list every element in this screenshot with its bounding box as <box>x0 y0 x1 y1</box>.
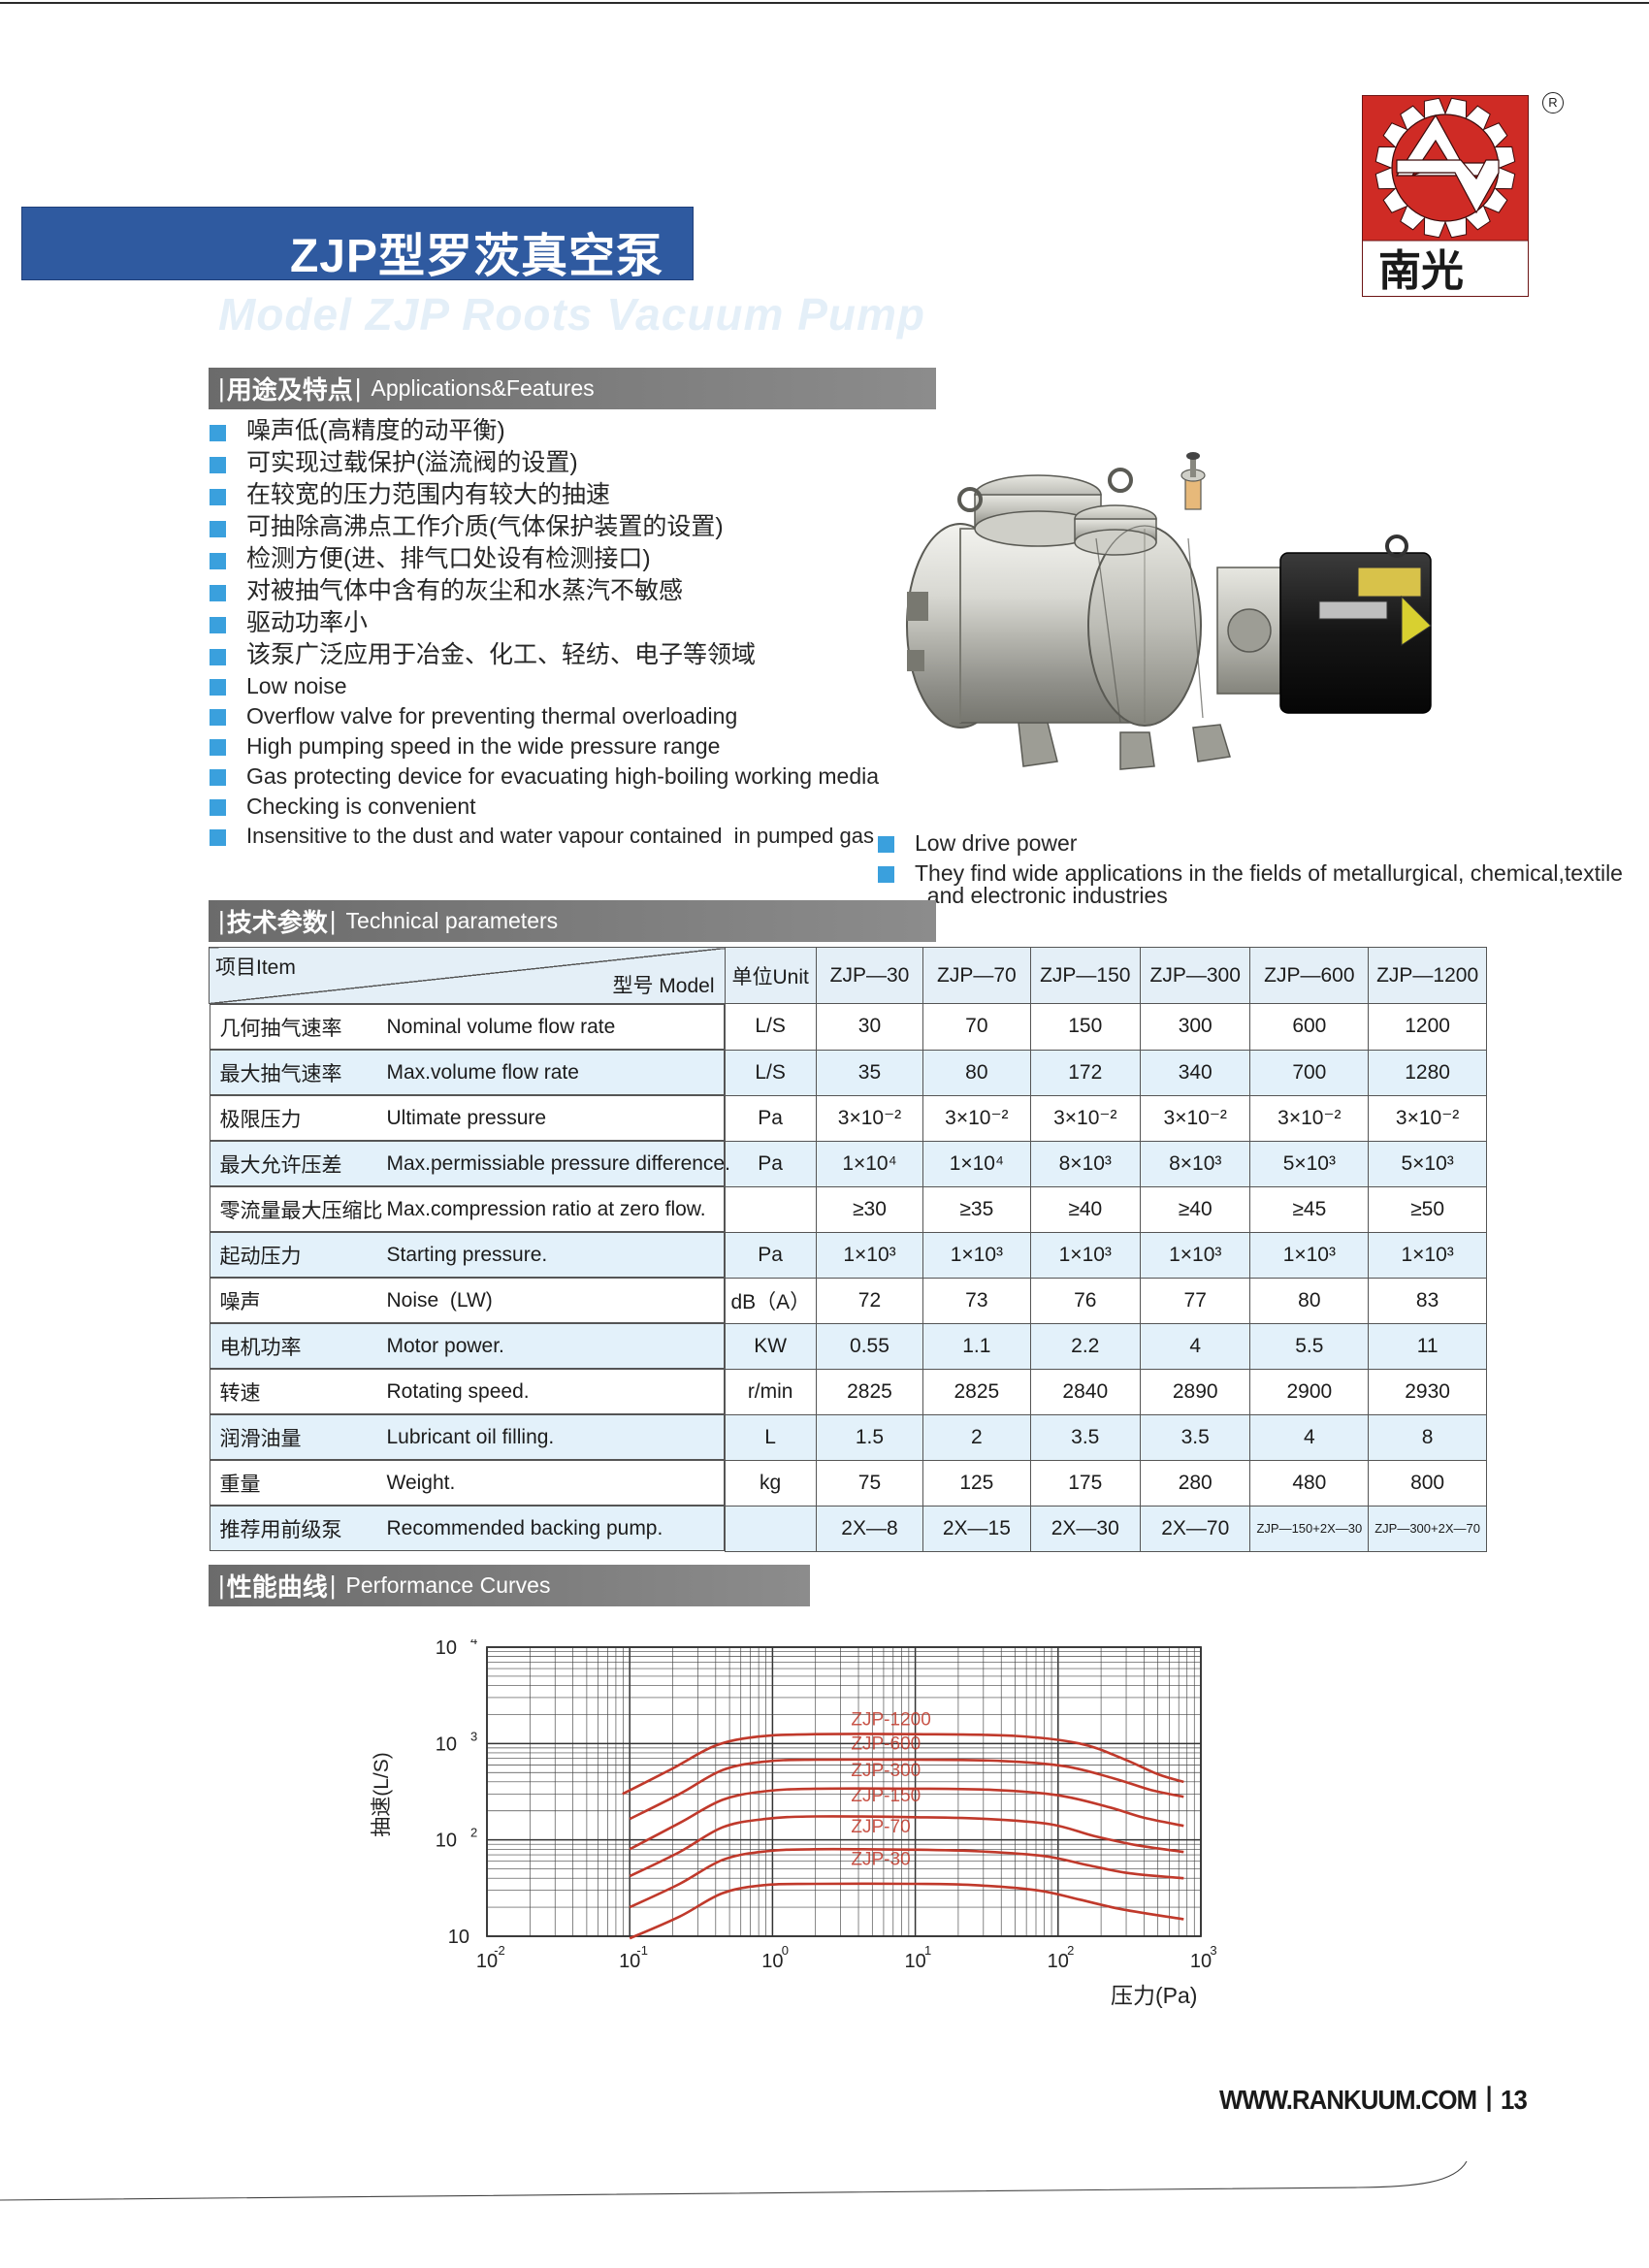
svg-text:10: 10 <box>1190 1951 1212 1972</box>
svg-text:抽速(L/S): 抽速(L/S) <box>371 1752 393 1837</box>
svg-text:10: 10 <box>904 1951 925 1972</box>
svg-text:10: 10 <box>448 1927 469 1948</box>
svg-text:-1: -1 <box>636 1943 648 1958</box>
svg-text:10: 10 <box>761 1951 783 1972</box>
svg-text:10: 10 <box>436 1733 457 1755</box>
svg-text:南光: 南光 <box>1378 247 1464 295</box>
svg-text:ZJP-600: ZJP-600 <box>851 1733 921 1754</box>
svg-text:10: 10 <box>436 1831 457 1852</box>
svg-text:-2: -2 <box>494 1943 505 1958</box>
svg-text:ZJP-300: ZJP-300 <box>851 1761 921 1781</box>
svg-text:2: 2 <box>1067 1943 1074 1958</box>
svg-text:10: 10 <box>1048 1951 1069 1972</box>
svg-text:10: 10 <box>436 1639 457 1659</box>
svg-text:3: 3 <box>470 1729 477 1743</box>
svg-text:2: 2 <box>470 1826 477 1840</box>
svg-text:ZJP-1200: ZJP-1200 <box>851 1709 930 1730</box>
svg-text:3: 3 <box>1210 1943 1216 1958</box>
svg-text:ZJP-150: ZJP-150 <box>851 1786 921 1806</box>
svg-text:ZJP-30: ZJP-30 <box>851 1850 910 1870</box>
svg-text:4: 4 <box>470 1639 477 1647</box>
svg-text:ZJP-70: ZJP-70 <box>851 1817 910 1837</box>
svg-text:0: 0 <box>782 1943 789 1958</box>
svg-text:1: 1 <box>924 1943 931 1958</box>
svg-text:压力(Pa): 压力(Pa) <box>1111 1983 1197 2008</box>
